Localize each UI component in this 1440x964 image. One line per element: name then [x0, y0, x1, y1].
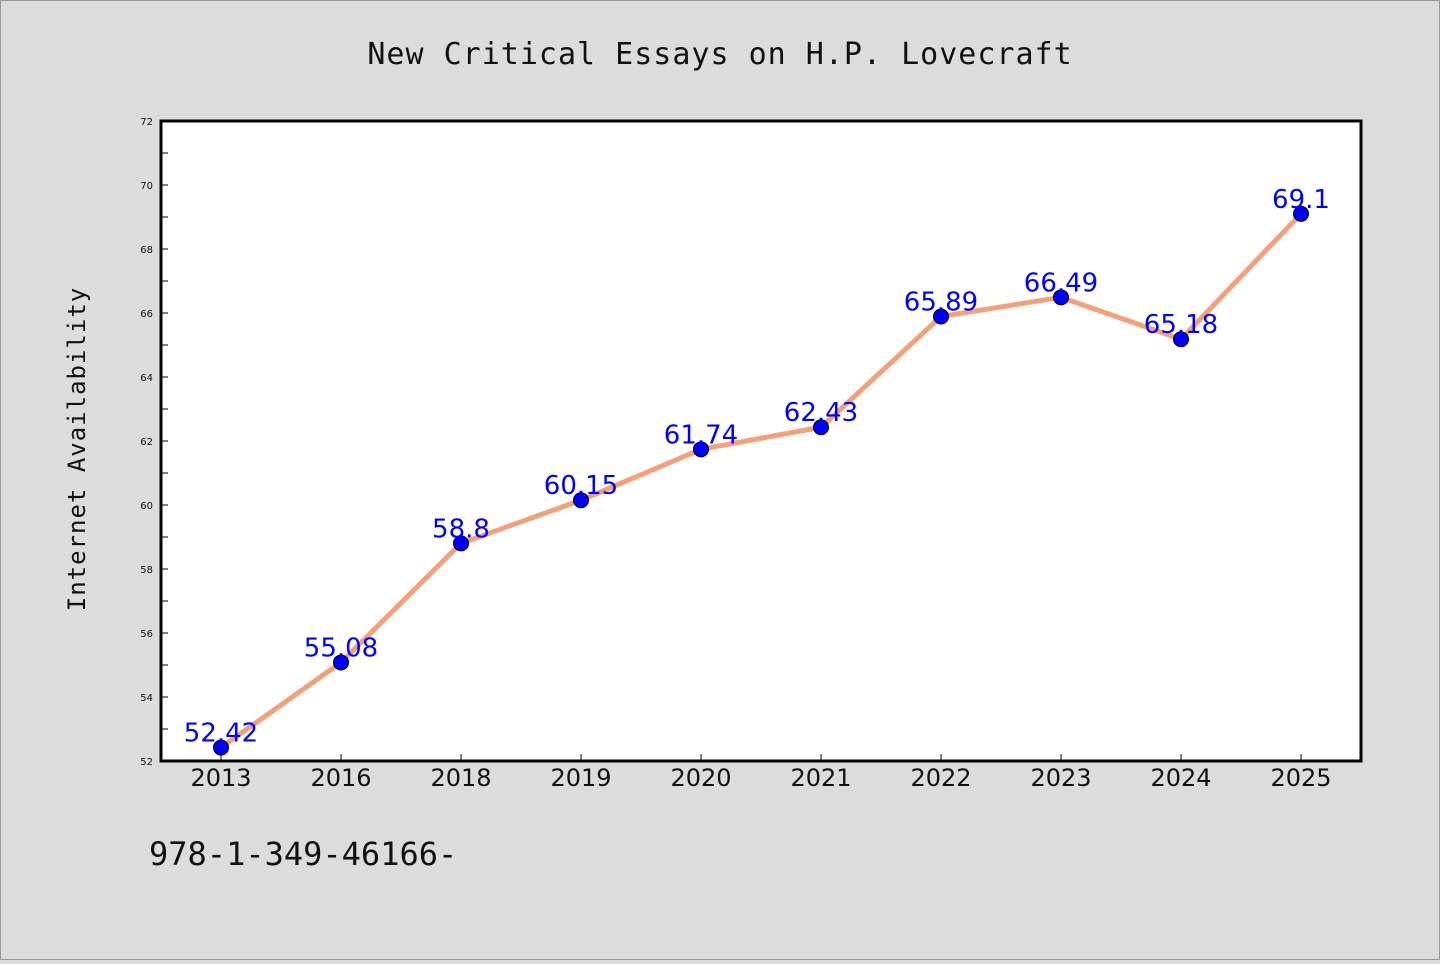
y-tick-label: 64	[140, 373, 153, 384]
data-label: 69.1	[1272, 185, 1330, 215]
data-label: 61.74	[664, 420, 738, 450]
x-tick-label: 2023	[1030, 764, 1091, 792]
data-point-marker	[1053, 289, 1069, 306]
data-label: 58.8	[432, 514, 490, 544]
x-axis: 2013 2016 2018 2019 2020 2021 2022 2023 2024 2025	[190, 754, 1332, 792]
y-tick-label: 54	[140, 693, 153, 704]
data-point-marker	[813, 419, 829, 436]
x-tick-label: 2013	[190, 764, 251, 792]
y-axis-label: Internet Availability	[63, 287, 91, 611]
data-label: 52.42	[184, 719, 258, 749]
plot-area	[161, 121, 1361, 761]
data-label: 66.49	[1024, 268, 1098, 298]
y-tick-label: 72	[140, 117, 153, 128]
data-point-marker	[693, 441, 709, 458]
x-tick-label: 2016	[310, 764, 371, 792]
data-point-marker	[453, 535, 469, 552]
y-tick-label: 68	[140, 245, 153, 256]
data-point-marker	[1293, 205, 1309, 222]
series-layer: 52.42 55.08 58.8 60.15 61.74 62.43 65.89 66.49 6…	[184, 185, 1330, 756]
y-tick-label: 70	[140, 181, 153, 192]
x-tick-label: 2020	[670, 764, 731, 792]
x-tick-label: 2024	[1150, 764, 1211, 792]
data-label: 55.08	[304, 633, 378, 663]
series-line	[218, 211, 1304, 751]
data-label: 65.18	[1144, 310, 1218, 340]
x-tick-label: 2022	[910, 764, 971, 792]
x-tick-label: 2019	[550, 764, 611, 792]
data-label: 60.15	[544, 471, 618, 501]
x-tick-label: 2021	[790, 764, 851, 792]
x-tick-label: 2025	[1270, 764, 1331, 792]
data-point-marker	[333, 654, 349, 671]
data-point-marker	[573, 492, 589, 509]
y-tick-label: 56	[140, 629, 153, 640]
data-point-marker	[213, 739, 229, 756]
plot-frame	[159, 119, 1363, 763]
y-tick-label: 58	[140, 565, 153, 576]
footer-isbn: 978-1-349-46166-	[149, 835, 457, 873]
data-label: 65.89	[904, 288, 978, 318]
chart-title: New Critical Essays on H.P. Lovecraft	[367, 37, 1072, 72]
data-label: 62.43	[784, 398, 858, 428]
y-tick-label: 62	[140, 437, 153, 448]
x-tick-label: 2018	[430, 764, 491, 792]
data-point-marker	[933, 308, 949, 325]
data-point-marker	[1173, 331, 1189, 348]
y-tick-label: 60	[140, 501, 153, 512]
y-tick-label: 52	[140, 757, 153, 768]
y-tick-label: 66	[140, 309, 153, 320]
